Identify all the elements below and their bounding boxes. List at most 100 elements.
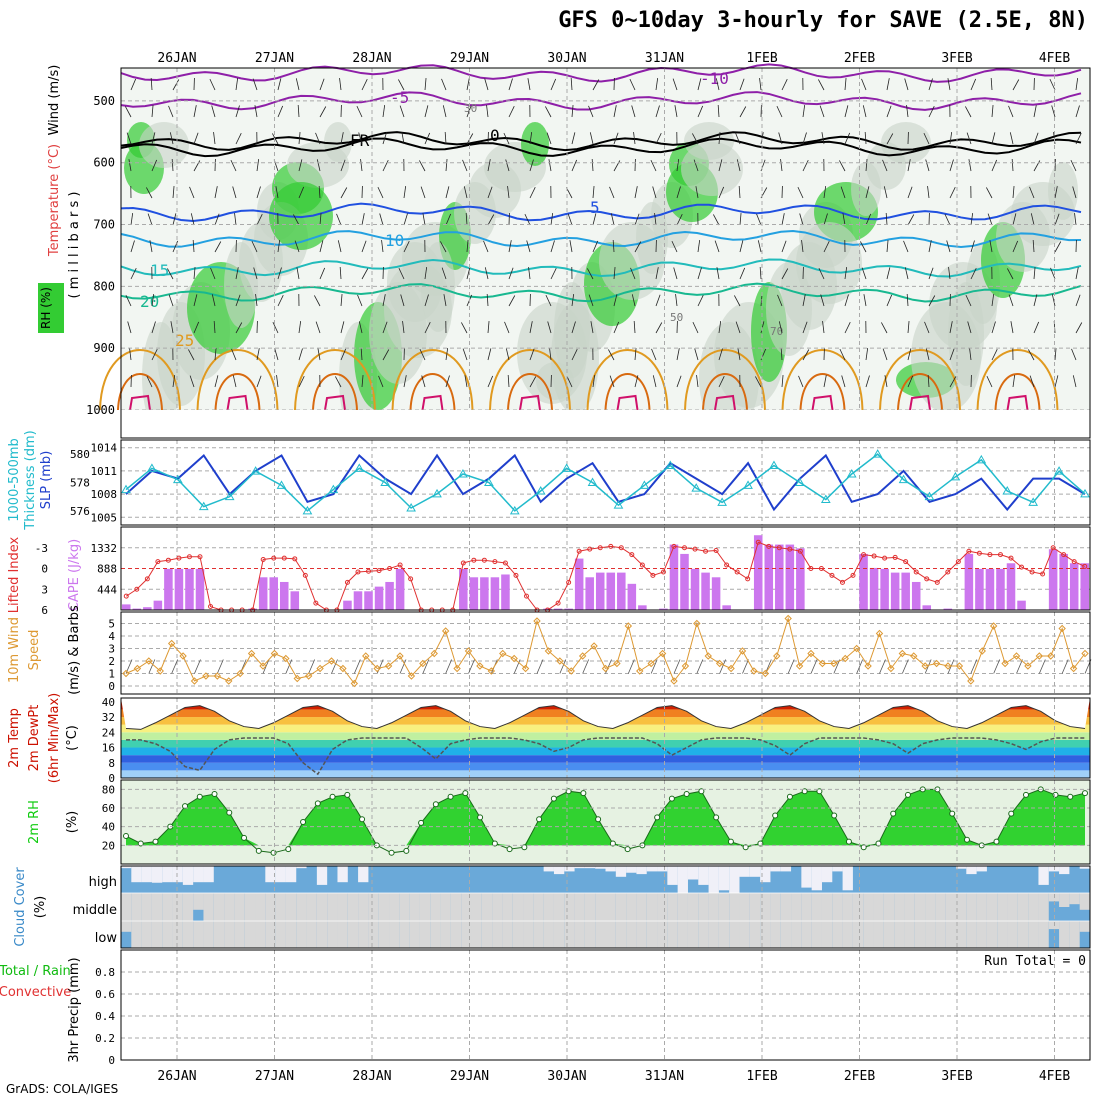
cloud-gap-high	[151, 866, 163, 883]
cloud-gap-middle	[306, 893, 317, 921]
wind-barb	[697, 240, 701, 253]
cloud-gap-low	[935, 921, 946, 948]
cloud-gap-middle	[1017, 893, 1029, 921]
cloud-gap-high	[667, 866, 678, 885]
cloud-gap-low	[770, 921, 781, 948]
rh-moderate-region	[881, 122, 931, 164]
wind-barb	[797, 186, 804, 199]
rh-moderate-region	[551, 302, 599, 414]
cloud-gap-middle	[121, 893, 132, 921]
wind-barb	[1054, 186, 1058, 199]
thickness-tick: 576	[70, 505, 90, 518]
li-point	[924, 576, 930, 582]
wind-speed-point	[921, 662, 929, 670]
wind-barb	[151, 321, 156, 334]
wind-speed-point	[190, 677, 199, 685]
cloud-gap-low	[306, 921, 317, 948]
li-point	[934, 579, 940, 585]
cloud-gap-high	[543, 866, 554, 872]
cloud-gap-high	[821, 866, 833, 883]
wind-barb	[382, 294, 386, 307]
wind-barb	[694, 348, 699, 361]
cape-bar	[153, 600, 163, 610]
isotherm-30-dome	[117, 373, 163, 411]
cloud-gap-middle	[409, 893, 420, 921]
wind-barb	[424, 132, 431, 145]
wind-barb	[1009, 132, 1014, 145]
cape-bar	[543, 608, 552, 610]
li-point	[281, 555, 287, 561]
rh2m-area	[126, 789, 1085, 846]
wind-barb	[718, 376, 725, 388]
rh2m-point	[285, 846, 292, 853]
p1-frame	[120, 67, 1091, 439]
wind-barb	[567, 213, 573, 226]
wind-barb	[336, 213, 342, 226]
cloud-gap-middle	[986, 893, 998, 921]
surface-wind-barb	[627, 659, 635, 674]
contour-label: 25	[175, 331, 194, 350]
li-point	[208, 604, 214, 610]
temp-color-band	[121, 732, 1090, 740]
wind-barb	[214, 186, 218, 199]
wind-barb	[991, 321, 996, 334]
wind-barb	[319, 106, 327, 118]
wind-barb	[629, 78, 636, 91]
wind-speed-point	[373, 664, 381, 673]
thickness-point	[276, 480, 287, 489]
wind-speed-point	[316, 664, 324, 673]
wind-speed-point	[944, 662, 952, 670]
cloud-axis-label: Cloud Cover	[13, 867, 28, 947]
wind-speed-point	[362, 652, 370, 660]
cloud-gap-middle	[543, 893, 554, 921]
cloud-gap-low	[698, 921, 709, 948]
thickness-point	[484, 477, 494, 486]
cloud-gap-middle	[976, 893, 987, 921]
wind-barb	[126, 132, 132, 145]
cloud-gap-high	[687, 866, 699, 880]
cloud-gap-middle	[296, 893, 307, 921]
p5-frame	[120, 697, 1091, 779]
cape-bar	[975, 568, 984, 610]
wind-barb	[634, 186, 638, 199]
wind-barb	[339, 267, 342, 280]
wind-barb	[675, 294, 678, 307]
wind-barb	[340, 321, 345, 334]
surface-wind-barb	[673, 659, 681, 674]
li-point	[471, 557, 477, 563]
wind-barb	[928, 78, 933, 91]
thickness-line	[125, 453, 1086, 512]
wind-barb	[839, 348, 846, 361]
wind-barb	[923, 132, 930, 145]
cloud-gap-low	[821, 921, 833, 948]
cloud-gap-low	[327, 921, 338, 948]
wind-barb	[1054, 375, 1059, 388]
wind-barb	[886, 105, 892, 118]
wind-barb	[548, 159, 552, 172]
cloud-gap-low	[677, 921, 688, 948]
wind-barb	[818, 79, 825, 91]
wind-barb	[571, 132, 576, 145]
rh2m-point	[196, 793, 203, 800]
wind-barb	[716, 267, 720, 280]
cape-bar	[869, 567, 879, 610]
wind-barb	[1012, 240, 1019, 253]
wind-barb	[822, 321, 825, 334]
cape-bar	[785, 544, 795, 610]
li-point	[376, 568, 382, 574]
date-label-bottom: 27JAN	[255, 1069, 294, 1084]
cloud-gap-middle	[1069, 893, 1080, 905]
date-label-bottom: 4FEB	[1039, 1069, 1070, 1084]
cloud-gap-middle	[461, 893, 472, 921]
wind-barb	[780, 348, 783, 361]
wind-barb	[382, 160, 389, 172]
wind-barb	[780, 159, 783, 172]
surface-wind-barb	[650, 659, 658, 674]
rh2m-point	[816, 788, 823, 795]
surface-wind-barb	[468, 659, 475, 674]
wind-barb	[528, 267, 531, 280]
cloud-gap-low	[162, 921, 173, 948]
li-tick: 6	[41, 604, 48, 617]
wind-barb	[445, 213, 452, 226]
p7-frame	[120, 865, 1091, 949]
